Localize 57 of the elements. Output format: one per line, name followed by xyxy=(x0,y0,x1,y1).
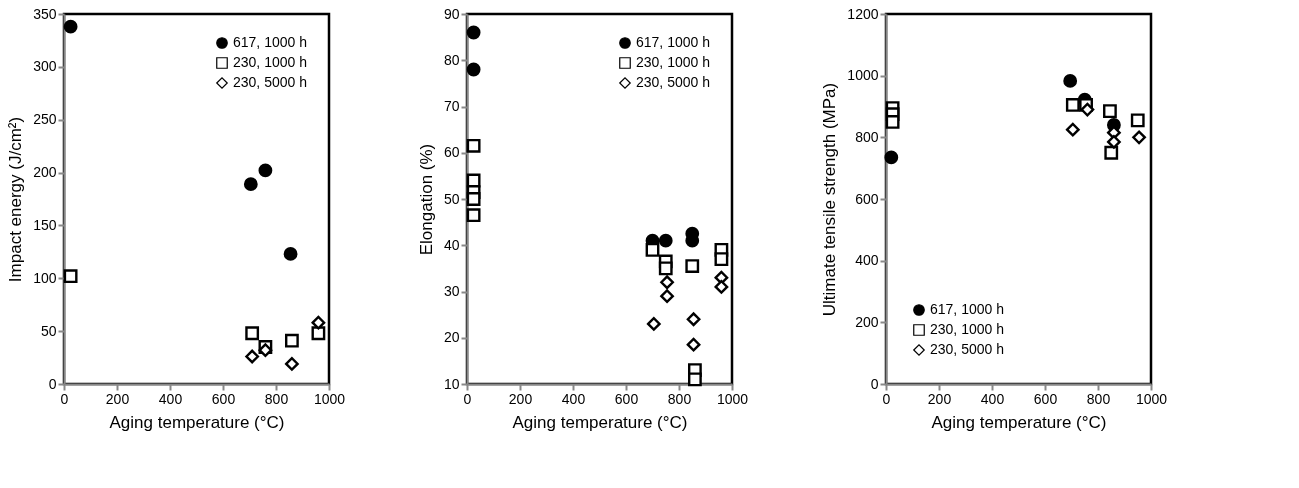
legend-label: 617, 1000 h xyxy=(233,34,307,50)
y-tick-label: 1200 xyxy=(847,5,879,22)
legend-label: 617, 1000 h xyxy=(636,34,710,50)
y-tick-label: 50 xyxy=(443,190,460,207)
x-tick-label: 1000 xyxy=(716,390,749,407)
y-axis-title: Elongation (%) xyxy=(416,143,436,256)
x-tick-label: 200 xyxy=(927,390,952,407)
x-axis-title: Aging temperature (°C) xyxy=(109,412,285,432)
y-tick-label: 0 xyxy=(48,375,57,392)
x-tick-label: 1000 xyxy=(313,390,346,407)
legend-label: 230, 5000 h xyxy=(233,74,307,90)
x-tick-label: 800 xyxy=(667,390,692,407)
x-axis-title: Aging temperature (°C) xyxy=(931,412,1107,432)
y-tick-label: 40 xyxy=(443,236,460,253)
legend-label: 230, 1000 h xyxy=(233,54,307,70)
x-tick-label: 0 xyxy=(463,390,472,407)
y-tick-label: 100 xyxy=(33,269,57,286)
x-tick-label: 800 xyxy=(264,390,289,407)
x-tick-label: 0 xyxy=(882,390,891,407)
x-tick-label: 600 xyxy=(614,390,639,407)
y-tick-label: 150 xyxy=(33,216,57,233)
y-tick-label: 30 xyxy=(443,283,460,299)
legend-label: 230, 1000 h xyxy=(930,321,1004,337)
x-tick-label: 200 xyxy=(105,390,130,407)
legend-label: 617, 1000 h xyxy=(930,301,1004,317)
y-tick-label: 400 xyxy=(855,252,879,269)
y-tick-label: 250 xyxy=(33,111,57,128)
y-tick-label: 1000 xyxy=(847,67,879,84)
y-tick-label: 80 xyxy=(443,51,460,68)
y-tick-label: 200 xyxy=(855,313,879,330)
x-tick-label: 600 xyxy=(211,390,236,407)
x-tick-label: 0 xyxy=(60,390,69,407)
legend-label: 230, 5000 h xyxy=(636,74,710,90)
x-tick-label: 400 xyxy=(158,390,183,407)
y-tick-label: 50 xyxy=(40,322,57,339)
y-tick-label: 20 xyxy=(443,329,460,346)
y-tick-label: 90 xyxy=(443,5,460,22)
y-tick-label: 300 xyxy=(33,58,57,75)
x-tick-label: 1000 xyxy=(1135,390,1168,407)
y-tick-label: 60 xyxy=(443,144,460,161)
x-tick-label: 200 xyxy=(508,390,533,407)
x-tick-label: 800 xyxy=(1086,390,1111,407)
y-axis-title: Impact energy (J/cm²) xyxy=(6,116,26,283)
y-tick-label: 200 xyxy=(33,164,57,181)
x-tick-label: 400 xyxy=(980,390,1005,407)
x-tick-label: 400 xyxy=(561,390,586,407)
legend-label: 230, 1000 h xyxy=(636,54,710,70)
y-tick-label: 800 xyxy=(855,128,879,145)
y-tick-label: 70 xyxy=(443,98,460,114)
y-axis-title: Ultimate tensile strength (MPa) xyxy=(820,82,840,317)
y-tick-label: 600 xyxy=(855,190,879,207)
y-tick-label: 350 xyxy=(33,5,57,22)
x-tick-label: 600 xyxy=(1033,390,1058,407)
legend-label: 230, 5000 h xyxy=(930,341,1004,357)
y-tick-label: 0 xyxy=(870,375,879,392)
x-axis-title: Aging temperature (°C) xyxy=(512,412,688,432)
y-tick-label: 10 xyxy=(443,375,460,392)
